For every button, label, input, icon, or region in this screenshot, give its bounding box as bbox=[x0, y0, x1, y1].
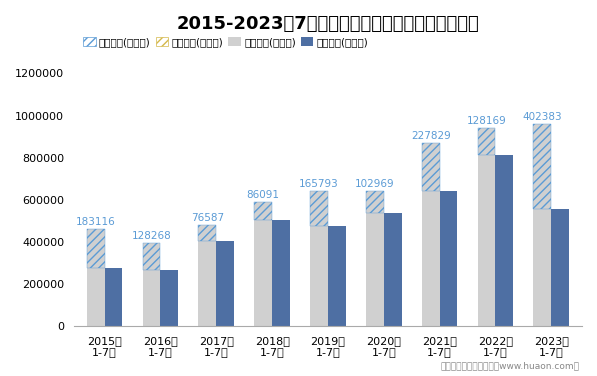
Bar bbox=[366, 191, 384, 213]
Text: 制图：华经产业研究院（www.huaon.com）: 制图：华经产业研究院（www.huaon.com） bbox=[440, 361, 579, 370]
Text: 128169: 128169 bbox=[467, 116, 506, 126]
Bar bbox=[439, 191, 457, 326]
Bar bbox=[310, 191, 328, 326]
Text: 102969: 102969 bbox=[355, 179, 395, 189]
Text: 86091: 86091 bbox=[247, 190, 279, 200]
Bar bbox=[533, 124, 551, 209]
Legend: 贸易顺差(万美元), 贸易逆差(万美元), 出口总额(万美元), 进口总额(万美元): 贸易顺差(万美元), 贸易逆差(万美元), 出口总额(万美元), 进口总额(万美… bbox=[79, 33, 373, 52]
Bar bbox=[328, 226, 346, 326]
Bar bbox=[272, 220, 290, 326]
Bar bbox=[478, 128, 496, 326]
Text: 76587: 76587 bbox=[191, 213, 224, 223]
Bar bbox=[254, 202, 272, 220]
Bar bbox=[198, 225, 216, 241]
Bar bbox=[384, 213, 402, 326]
Bar bbox=[478, 128, 496, 155]
Bar bbox=[421, 143, 439, 191]
Bar bbox=[310, 191, 328, 226]
Text: 227829: 227829 bbox=[411, 131, 451, 141]
Text: 402383: 402383 bbox=[522, 112, 562, 122]
Title: 2015-2023年7月安徽省外商投资企业进出口差额图: 2015-2023年7月安徽省外商投资企业进出口差额图 bbox=[177, 15, 479, 33]
Bar bbox=[366, 191, 384, 326]
Bar bbox=[198, 225, 216, 326]
Bar bbox=[87, 229, 104, 268]
Bar bbox=[216, 241, 234, 326]
Bar bbox=[254, 202, 272, 326]
Bar bbox=[143, 243, 161, 326]
Bar bbox=[533, 124, 551, 326]
Bar bbox=[496, 155, 513, 326]
Bar bbox=[143, 243, 161, 270]
Text: 183116: 183116 bbox=[76, 217, 115, 227]
Bar bbox=[87, 229, 104, 326]
Bar bbox=[421, 143, 439, 326]
Text: 128268: 128268 bbox=[131, 231, 171, 241]
Text: 165793: 165793 bbox=[299, 179, 339, 189]
Bar bbox=[161, 270, 179, 326]
Bar bbox=[104, 268, 122, 326]
Bar bbox=[551, 209, 569, 326]
